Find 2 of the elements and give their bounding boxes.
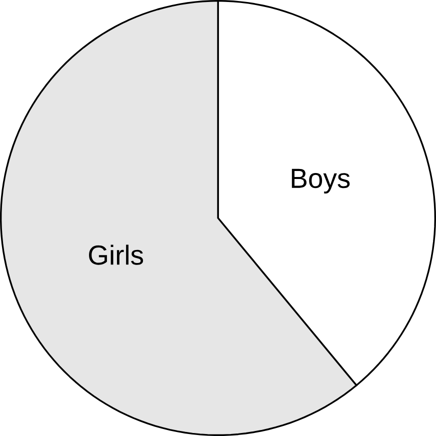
slice-label: Girls	[89, 244, 144, 265]
slice-label: Boys	[292, 168, 350, 194]
